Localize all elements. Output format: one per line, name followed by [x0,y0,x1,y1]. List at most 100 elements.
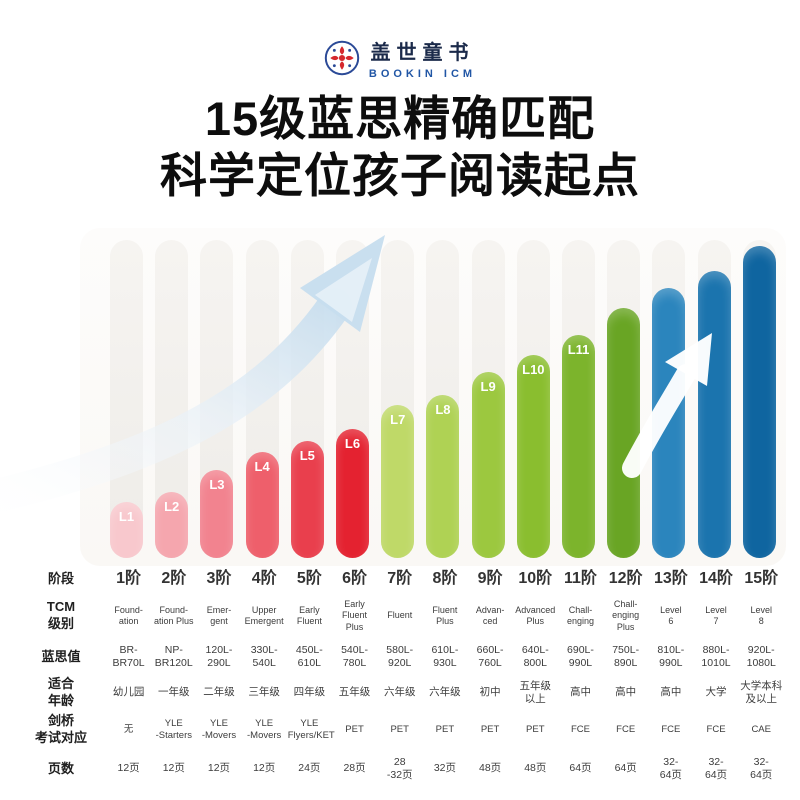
bar-column-1: L1 [110,240,143,558]
cell-lexile-11: 690L- 990L [567,643,594,669]
cell-exam-9: PET [480,724,500,736]
level-bar-6: L6 [336,429,370,558]
cell-pages-10: 48页 [524,762,547,775]
cell-lexile-9: 660L- 760L [476,643,504,669]
cell-stage-12: 12阶 [608,570,643,587]
cell-lexile-12: 750L- 890L [612,643,640,669]
cell-tcm-14: Level 7 [705,604,727,626]
cell-stage-11: 11阶 [564,570,597,587]
level-bar-label: L8 [435,402,451,417]
cell-tcm-8: Fluent Plus [432,604,458,626]
cell-exam-15: CAE [751,724,771,736]
cell-tcm-2: Found- ation Plus [154,604,194,626]
bar-column-5: L5 [290,240,324,558]
bar-column-15 [742,240,776,558]
bar-column-6: L6 [336,240,370,558]
cell-pages-13: 32- 64页 [659,755,682,781]
cell-tcm-6: Early Fluent Plus [342,599,368,632]
level-bar-label: L11 [567,342,590,357]
cell-stage-3: 3阶 [206,570,232,587]
level-bar-4: L4 [245,452,279,558]
cell-stage-1: 1阶 [116,570,142,587]
cell-age-14: 大学 [705,686,727,699]
level-bar-label: L2 [164,499,180,514]
level-bar-label: L7 [390,412,406,427]
bar-column-11: L11 [562,240,596,558]
cell-stage-7: 7阶 [387,570,413,587]
cell-tcm-1: Found- ation [114,604,143,626]
cell-exam-3: YLE -Movers [201,718,237,741]
level-bar-label: L1 [118,509,135,524]
page-title-line2: 科学定位孩子阅读起点 [160,149,640,203]
cell-tcm-7: Fluent [387,610,413,621]
cell-stage-5: 5阶 [296,570,322,587]
cell-tcm-10: Advanced Plus [515,604,556,626]
cell-lexile-15: 920L- 1080L [746,643,776,669]
cell-pages-11: 64页 [569,762,592,775]
row-header-tcm: TCM 级别 [46,599,76,631]
cell-tcm-11: Chall- enging [566,604,594,626]
table-row-stage: 阶段 1阶 2阶 3阶 4阶 5阶 6阶 7阶 8阶 9阶 10阶 11阶 12阶 13阶 14阶 15阶 [16,564,784,594]
cell-stage-15: 15阶 [744,570,779,587]
bar-column-10: L10 [516,240,550,558]
cell-age-12: 高中 [615,686,637,699]
level-bar-5: L5 [290,441,324,558]
row-header-exam: 剑桥 考试对应 [34,713,87,745]
cell-exam-8: PET [435,724,455,736]
cell-stage-6: 6阶 [342,570,367,587]
level-bar-label: L10 [522,362,545,377]
level-bar-label: L9 [480,379,496,394]
cell-tcm-9: Advan- ced [475,604,505,626]
cell-lexile-13: 810L- 990L [657,643,685,669]
level-bar-7: L7 [381,405,415,558]
brand-logo: 盖世童书 BOOKIN ICM [0,36,800,80]
cell-stage-14: 14阶 [699,570,733,587]
cell-pages-7: 28 -32页 [386,755,413,781]
table-row-age: 适合 年龄 幼儿园 一年级 二年级 三年级 四年级 五年级 六年级 六年级 初中 五年级 以上 高中高… [16,676,784,710]
cell-age-5: 四年级 [293,686,326,699]
cell-lexile-4: 330L- 540L [250,643,278,669]
cell-lexile-8: 610L- 930L [431,643,459,669]
bar-column-8: L8 [426,240,460,558]
cell-age-1: 幼儿园 [112,686,145,699]
row-header-pages: 页数 [47,760,74,776]
bar-column-13 [652,240,686,558]
level-bar-13 [652,288,686,558]
level-bar-12 [607,308,641,558]
cell-stage-13: 13阶 [653,570,688,587]
cell-age-6: 五年级 [338,686,371,699]
cell-exam-13: FCE [661,724,681,736]
cell-pages-2: 12页 [162,762,185,775]
cell-lexile-5: 450L- 610L [295,643,323,669]
level-bar-3: L3 [200,470,234,558]
table-row-exam: 剑桥 考试对应 无 YLE -Starters YLE -Movers YLE -Mov… [16,710,784,750]
cell-pages-8: 32页 [433,762,456,775]
bar-column-3: L3 [200,240,234,558]
cell-lexile-10: 640L- 800L [521,643,549,669]
table-row-lexile: 蓝思值 BR- BR70L NP- BR120L 120L- 290L 330L- 54… [16,638,784,676]
cell-stage-9: 9阶 [477,570,503,587]
cell-tcm-4: Upper Emergent [244,604,284,626]
row-header-age: 适合 年龄 [47,676,74,708]
cell-stage-2: 2阶 [161,570,187,587]
cell-age-7: 六年级 [383,686,416,699]
cell-tcm-5: Early Fluent [296,604,322,626]
cell-pages-1: 12页 [117,762,140,775]
cell-stage-4: 4阶 [251,570,277,587]
level-bar-label: L3 [209,477,225,492]
cell-age-10: 五年级 以上 [519,679,552,705]
row-header-stage: 阶段 [47,570,74,586]
brand-name: 盖世童书 [370,42,475,64]
bar-column-7: L7 [381,240,415,558]
row-header-lexile: 蓝思值 [41,648,81,664]
brand-subtitle: BOOKIN ICM [368,68,477,80]
cell-age-11: 高中 [569,686,591,699]
cell-age-3: 二年级 [203,686,235,699]
level-bar-label: L4 [254,459,270,474]
cell-lexile-3: 120L- 290L [205,643,233,669]
level-bar-2: L2 [155,492,189,558]
level-bar-10: L10 [516,355,550,558]
page-title: 15级蓝思精确匹配 科学定位孩子阅读起点 [0,90,800,205]
cell-age-8: 六年级 [429,686,461,699]
